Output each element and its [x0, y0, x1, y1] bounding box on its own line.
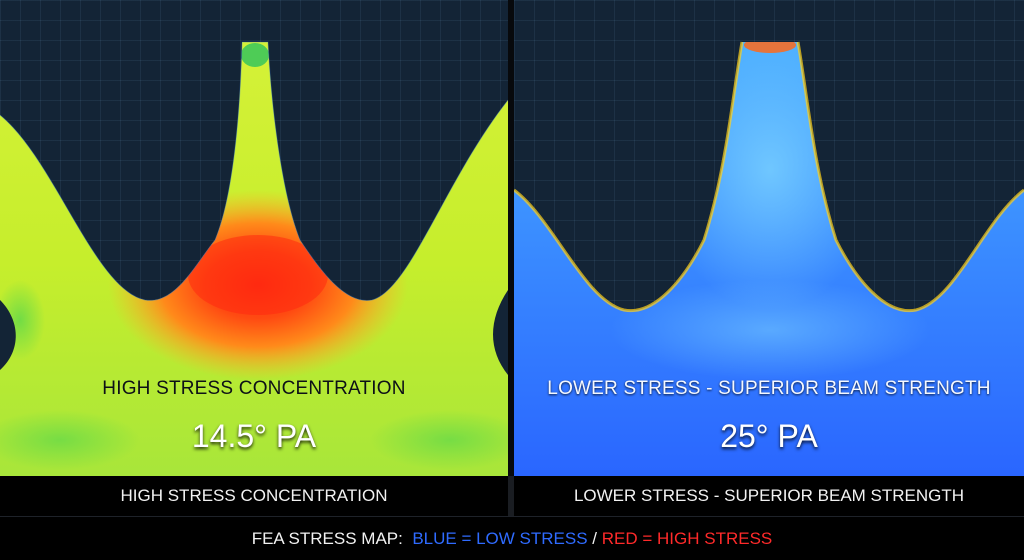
left-tooth-outline [0, 41, 508, 301]
left-caption-bar: HIGH STRESS CONCENTRATION [0, 476, 508, 516]
left-caption: HIGH STRESS CONCENTRATION [120, 486, 388, 505]
right-stress-panel: LOWER STRESS - SUPERIOR BEAM STRENGTH 25… [514, 0, 1024, 476]
right-gear-stress-map [514, 41, 1024, 476]
legend-low: BLUE = LOW STRESS [412, 528, 588, 548]
right-overlay-title: LOWER STRESS - SUPERIOR BEAM STRENGTH [547, 378, 991, 399]
caption-divider [508, 476, 514, 516]
right-pressure-angle: 25° PA [720, 418, 818, 454]
legend-separator: / [592, 528, 598, 548]
right-caption-bar: LOWER STRESS - SUPERIOR BEAM STRENGTH [514, 476, 1024, 516]
legend-spacer [403, 529, 412, 549]
left-gear-stress-map [0, 41, 508, 476]
panel-divider [508, 0, 514, 476]
legend-high: RED = HIGH STRESS [601, 528, 773, 548]
left-overlay-title: HIGH STRESS CONCENTRATION [102, 378, 406, 399]
right-caption: LOWER STRESS - SUPERIOR BEAM STRENGTH [573, 486, 965, 505]
left-stress-panel: HIGH STRESS CONCENTRATION 14.5° PA [0, 0, 508, 476]
stress-legend: FEA STRESS MAP: BLUE = LOW STRESS / RED … [0, 516, 1024, 560]
legend-prefix: FEA STRESS MAP: [251, 528, 403, 548]
left-pressure-angle: 14.5° PA [191, 418, 317, 454]
